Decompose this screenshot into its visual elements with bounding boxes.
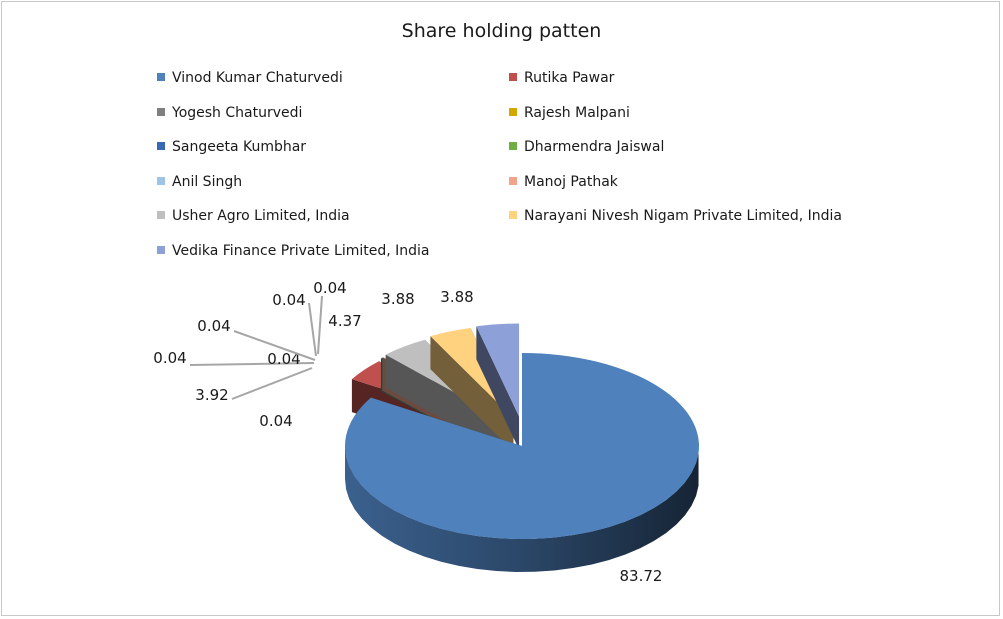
legend-label: Usher Agro Limited, India [172, 208, 350, 224]
legend-label: Sangeeta Kumbhar [172, 139, 307, 155]
legend-swatch [157, 211, 165, 219]
data-label: 83.72 [620, 567, 663, 585]
leader-line [189, 362, 315, 366]
legend-item: Yogesh Chaturvedi [157, 103, 302, 123]
legend-label: Rutika Pawar [524, 70, 615, 86]
data-label: 3.88 [381, 290, 414, 308]
legend-label: Anil Singh [172, 173, 243, 190]
leader-line [233, 330, 316, 361]
legend-label: Dharmendra Jaiswal [524, 139, 665, 155]
data-label: 0.04 [153, 349, 186, 367]
legend-item: Manoj Pathak [509, 172, 618, 192]
legend-swatch [157, 142, 165, 150]
data-label: 0.04 [259, 412, 292, 430]
legend-item: Narayani Nivesh Nigam Private Limited, I… [509, 206, 842, 226]
legend-label: Narayani Nivesh Nigam Private Limited, I… [524, 208, 842, 224]
legend-swatch [157, 107, 165, 116]
legend-item: Usher Agro Limited, India [157, 206, 350, 226]
legend-item: Vinod Kumar Chaturvedi [157, 68, 343, 88]
data-label: 3.92 [195, 386, 228, 404]
data-label: 0.04 [272, 291, 305, 309]
pie-slice [476, 323, 520, 450]
legend-label: Rajesh Malpani [524, 104, 630, 121]
legend-swatch [509, 176, 517, 185]
legend-swatch [509, 211, 517, 219]
legend-item: Anil Singh [157, 172, 242, 192]
legend-label: Vedika Finance Private Limited, India [172, 242, 430, 259]
legend-item: Rajesh Malpani [509, 103, 630, 123]
legend-item: Sangeeta Kumbhar [157, 137, 306, 157]
data-label: 4.37 [328, 312, 361, 330]
legend-swatch [509, 142, 517, 150]
legend-swatch [157, 176, 165, 185]
legend-label: Yogesh Chaturvedi [172, 104, 303, 121]
data-label: 3.88 [440, 288, 473, 306]
legend-label: Vinod Kumar Chaturvedi [172, 70, 343, 86]
leader-line [231, 367, 313, 400]
data-label: 0.04 [197, 317, 230, 335]
data-label: 0.04 [267, 350, 300, 368]
legend-item: Dharmendra Jaiswal [509, 137, 664, 157]
legend-label: Manoj Pathak [524, 173, 618, 190]
legend-item: Vedika Finance Private Limited, India [157, 241, 430, 261]
pie-slice [345, 353, 699, 572]
legend-swatch [157, 245, 165, 254]
legend-swatch [509, 73, 517, 81]
legend-item: Rutika Pawar [509, 68, 614, 88]
leader-line [317, 295, 323, 355]
chart-title: Share holding patten [401, 20, 602, 42]
legend-swatch [157, 73, 165, 81]
data-label: 0.04 [313, 279, 346, 297]
leader-line [308, 302, 317, 357]
legend-swatch [509, 107, 517, 116]
